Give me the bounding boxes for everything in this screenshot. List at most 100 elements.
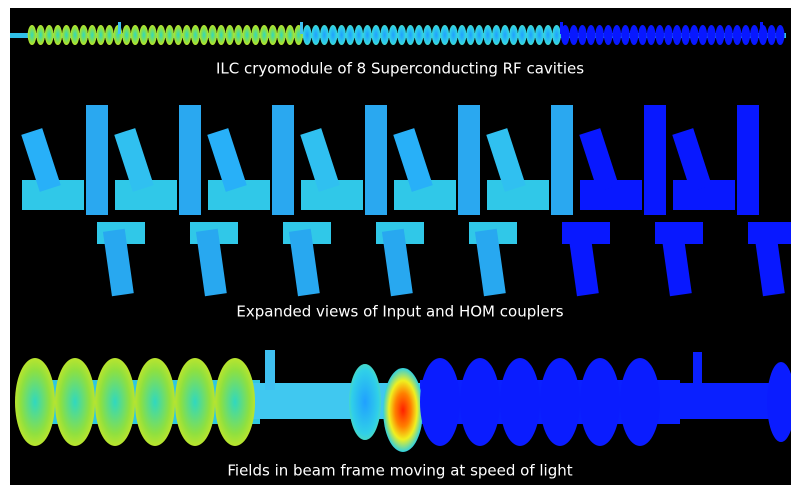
cell <box>540 358 580 446</box>
cell <box>355 25 364 45</box>
cell <box>303 25 312 45</box>
cell <box>707 25 716 45</box>
cell <box>441 25 450 45</box>
cell <box>97 25 106 45</box>
cell <box>580 358 620 446</box>
cell <box>157 25 166 45</box>
cell <box>449 25 458 45</box>
cell <box>389 25 398 45</box>
cell <box>36 25 45 45</box>
cell <box>200 25 209 45</box>
cell <box>578 25 587 45</box>
cell <box>71 25 80 45</box>
cell <box>234 25 243 45</box>
cell <box>260 25 269 45</box>
cell <box>466 25 475 45</box>
cell <box>45 25 54 45</box>
cell <box>54 25 63 45</box>
beam-pipe <box>670 383 780 419</box>
figure: ILC cryomodule of 8 Superconducting RF c… <box>0 0 791 485</box>
cell <box>251 25 260 45</box>
cell <box>630 25 639 45</box>
cell <box>320 25 329 45</box>
cell <box>767 25 776 45</box>
coupler-tube <box>86 105 108 215</box>
cell <box>122 25 131 45</box>
cell <box>484 25 493 45</box>
cell <box>329 25 338 45</box>
cell <box>664 25 673 45</box>
cell <box>681 25 690 45</box>
cell <box>131 25 140 45</box>
cell <box>363 25 372 45</box>
cell <box>286 25 295 45</box>
cell <box>174 25 183 45</box>
caption: Expanded views of Input and HOM couplers <box>236 303 563 321</box>
cell <box>621 25 630 45</box>
cell <box>55 358 95 446</box>
cell <box>398 25 407 45</box>
cell <box>724 25 733 45</box>
cell <box>458 25 467 45</box>
cell <box>148 25 157 45</box>
cell <box>690 25 699 45</box>
cell <box>742 25 751 45</box>
cell <box>733 25 742 45</box>
coupler-tube <box>272 105 294 215</box>
cell <box>226 25 235 45</box>
cell <box>647 25 656 45</box>
coupler-tube <box>644 105 666 215</box>
cell <box>62 25 71 45</box>
coupler-stub <box>693 352 702 390</box>
coupler-tube <box>551 105 573 215</box>
caption: Fields in beam frame moving at speed of … <box>227 462 572 480</box>
cell <box>656 25 665 45</box>
coupler-tube <box>179 105 201 215</box>
cell <box>406 25 415 45</box>
page: ILC cryomodule of 8 Superconducting RF c… <box>0 0 791 485</box>
coupler-tube <box>737 105 759 215</box>
cell <box>380 25 389 45</box>
cell <box>135 358 175 446</box>
cell <box>243 25 252 45</box>
cell <box>500 358 540 446</box>
cell <box>140 25 149 45</box>
cell <box>95 358 135 446</box>
cell <box>587 25 596 45</box>
coupler-stub <box>560 22 563 34</box>
cell <box>501 25 510 45</box>
cell <box>776 25 785 45</box>
cell <box>346 25 355 45</box>
cell <box>15 358 55 446</box>
cell <box>552 25 561 45</box>
cell <box>269 25 278 45</box>
cell <box>673 25 682 45</box>
cell <box>372 25 381 45</box>
cell <box>570 25 579 45</box>
cell <box>175 358 215 446</box>
coupler-stub <box>265 350 275 390</box>
cell <box>716 25 725 45</box>
coupler-tube <box>365 105 387 215</box>
coupler-stub <box>760 22 763 34</box>
cell <box>423 25 432 45</box>
cell <box>535 25 544 45</box>
cell <box>337 25 346 45</box>
cell <box>191 25 200 45</box>
cell <box>613 25 622 45</box>
cell <box>460 358 500 446</box>
cell <box>208 25 217 45</box>
cell <box>638 25 647 45</box>
coupler-stub <box>118 22 121 34</box>
cell <box>620 358 660 446</box>
cell <box>492 25 501 45</box>
cell <box>165 25 174 45</box>
cell <box>475 25 484 45</box>
cell <box>277 25 286 45</box>
cell <box>88 25 97 45</box>
cell <box>79 25 88 45</box>
cell <box>420 358 460 446</box>
cell <box>595 25 604 45</box>
cell <box>105 25 114 45</box>
cell <box>312 25 321 45</box>
